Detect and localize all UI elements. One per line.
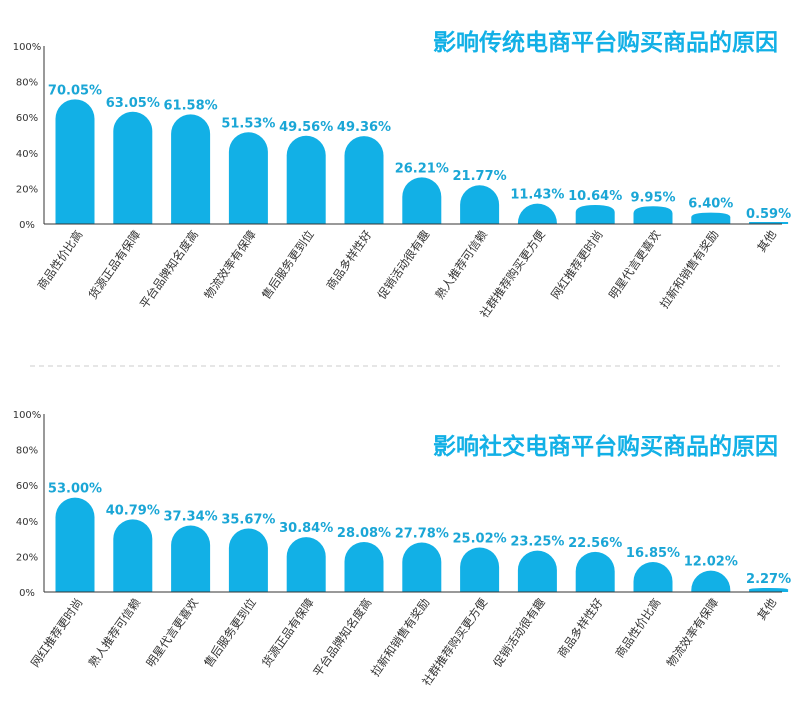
bar [402, 177, 442, 224]
value-label: 22.56% [568, 536, 622, 551]
bar [344, 542, 384, 592]
category-label: 物流效率有保障 [201, 228, 259, 302]
y-tick-label: 100% [13, 42, 42, 53]
bar [460, 185, 500, 224]
y-tick-label: 40% [16, 517, 38, 528]
value-label: 9.95% [630, 190, 675, 205]
value-label: 53.00% [48, 482, 102, 497]
bar [113, 519, 153, 592]
value-label: 10.64% [568, 189, 622, 204]
bar [113, 111, 153, 224]
category-label: 网红推荐更时尚 [28, 596, 86, 670]
value-label: 27.78% [395, 527, 449, 542]
category-label: 明星代言更喜欢 [143, 595, 201, 669]
category-label: 明星代言更喜欢 [606, 227, 664, 301]
value-label: 21.77% [453, 169, 507, 184]
y-tick-label: 80% [16, 78, 38, 89]
category-label: 促销活动很有趣 [490, 595, 548, 669]
bar [228, 132, 268, 224]
value-label: 30.84% [279, 521, 333, 536]
y-tick-label: 40% [16, 149, 38, 160]
bar [575, 551, 615, 592]
category-label: 商品性价比高 [612, 596, 663, 661]
bar [171, 114, 211, 224]
bar [749, 222, 789, 224]
value-label: 11.43% [510, 188, 564, 203]
category-label: 商品性价比高 [34, 228, 85, 293]
value-label: 61.58% [164, 98, 218, 113]
value-label: 35.67% [221, 513, 275, 528]
y-tick-label: 20% [16, 552, 38, 563]
y-tick-label: 60% [16, 481, 38, 492]
bar [633, 206, 673, 224]
category-label: 商品多样性好 [323, 227, 374, 292]
value-label: 63.05% [106, 96, 160, 111]
chart-title: 影响传统电商平台购买商品的原因 [433, 29, 778, 56]
category-label: 其他 [754, 595, 779, 622]
bar [171, 525, 211, 592]
bar [691, 212, 731, 224]
value-label: 26.21% [395, 161, 449, 176]
value-label: 40.79% [106, 503, 160, 518]
y-tick-label: 60% [16, 113, 38, 124]
value-label: 25.02% [453, 531, 507, 546]
category-label: 售后服务更到位 [201, 596, 259, 670]
y-tick-label: 100% [13, 410, 42, 421]
category-label: 其他 [754, 227, 779, 254]
bar [749, 587, 789, 592]
value-label: 49.56% [279, 120, 333, 135]
category-label: 熟人推荐可信赖 [86, 595, 144, 669]
bar [575, 205, 615, 224]
category-label: 熟人推荐可信赖 [432, 227, 490, 301]
value-label: 2.27% [746, 572, 791, 587]
bar [402, 542, 442, 592]
value-label: 49.36% [337, 120, 391, 135]
value-label: 28.08% [337, 526, 391, 541]
category-label: 社群推荐购买更方便 [419, 595, 490, 688]
category-label: 售后服务更到位 [259, 228, 317, 302]
bar [517, 550, 557, 592]
chart-title: 影响社交电商平台购买商品的原因 [433, 433, 778, 460]
y-tick-label: 80% [16, 446, 38, 457]
category-label: 货源正品有保障 [259, 596, 317, 670]
category-label: 拉新和销售有奖励 [368, 596, 432, 679]
category-label: 物流效率有保障 [664, 596, 722, 670]
bar [228, 528, 268, 592]
bar [344, 136, 384, 224]
y-tick-label: 0% [19, 220, 35, 231]
category-label: 促销活动很有趣 [375, 227, 433, 301]
value-label: 37.34% [164, 510, 218, 525]
category-label: 商品多样性好 [555, 595, 606, 660]
bar [55, 497, 95, 592]
value-label: 23.25% [510, 535, 564, 550]
category-label: 社群推荐购买更方便 [477, 227, 548, 320]
category-label: 网红推荐更时尚 [548, 228, 606, 302]
bar [517, 203, 557, 224]
value-label: 6.40% [688, 197, 733, 212]
value-label: 12.02% [684, 555, 738, 570]
y-tick-label: 20% [16, 184, 38, 195]
bar [691, 570, 731, 592]
category-label: 平台品牌知名度高 [137, 228, 201, 311]
category-label: 平台品牌知名度高 [310, 596, 374, 679]
value-label: 16.85% [626, 546, 680, 561]
category-label: 货源正品有保障 [86, 228, 144, 302]
y-tick-label: 0% [19, 588, 35, 599]
bar [286, 537, 326, 592]
category-label: 拉新和销售有奖励 [657, 228, 721, 311]
bar [633, 562, 673, 592]
value-label: 70.05% [48, 83, 102, 98]
bar [460, 547, 500, 592]
value-label: 0.59% [746, 207, 791, 222]
value-label: 51.53% [221, 116, 275, 131]
bar [55, 99, 95, 224]
bar [286, 135, 326, 224]
